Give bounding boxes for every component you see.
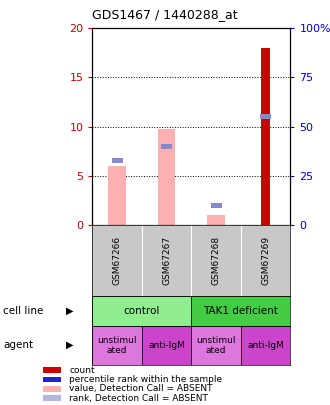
Text: ▶: ▶ bbox=[66, 306, 74, 316]
Text: GSM67267: GSM67267 bbox=[162, 236, 171, 285]
Text: unstimul
ated: unstimul ated bbox=[97, 336, 137, 355]
Bar bbox=[142, 326, 191, 364]
Text: GSM67268: GSM67268 bbox=[212, 236, 221, 285]
Text: GSM67266: GSM67266 bbox=[113, 236, 122, 285]
Text: cell line: cell line bbox=[3, 306, 44, 316]
Bar bbox=[191, 326, 241, 364]
Text: value, Detection Call = ABSENT: value, Detection Call = ABSENT bbox=[69, 384, 213, 393]
Text: TAK1 deficient: TAK1 deficient bbox=[204, 306, 278, 316]
Text: agent: agent bbox=[3, 340, 33, 350]
Bar bbox=[260, 114, 271, 119]
Text: percentile rank within the sample: percentile rank within the sample bbox=[69, 375, 222, 384]
Text: GSM67269: GSM67269 bbox=[261, 236, 270, 285]
Text: GDS1467 / 1440288_at: GDS1467 / 1440288_at bbox=[92, 8, 238, 21]
Bar bbox=[261, 48, 270, 225]
Text: anti-IgM: anti-IgM bbox=[247, 341, 284, 350]
Text: count: count bbox=[69, 366, 95, 375]
Bar bbox=[241, 326, 290, 364]
Bar bbox=[92, 296, 191, 326]
Bar bbox=[92, 326, 142, 364]
Bar bbox=[112, 158, 123, 163]
Text: anti-IgM: anti-IgM bbox=[148, 341, 185, 350]
Bar bbox=[158, 129, 175, 225]
Bar bbox=[161, 144, 172, 149]
Text: rank, Detection Call = ABSENT: rank, Detection Call = ABSENT bbox=[69, 394, 208, 403]
Bar bbox=[208, 215, 225, 225]
Text: control: control bbox=[124, 306, 160, 316]
Bar bbox=[109, 166, 126, 225]
Text: unstimul
ated: unstimul ated bbox=[196, 336, 236, 355]
Bar bbox=[191, 296, 290, 326]
Bar bbox=[211, 202, 221, 208]
Text: ▶: ▶ bbox=[66, 340, 74, 350]
